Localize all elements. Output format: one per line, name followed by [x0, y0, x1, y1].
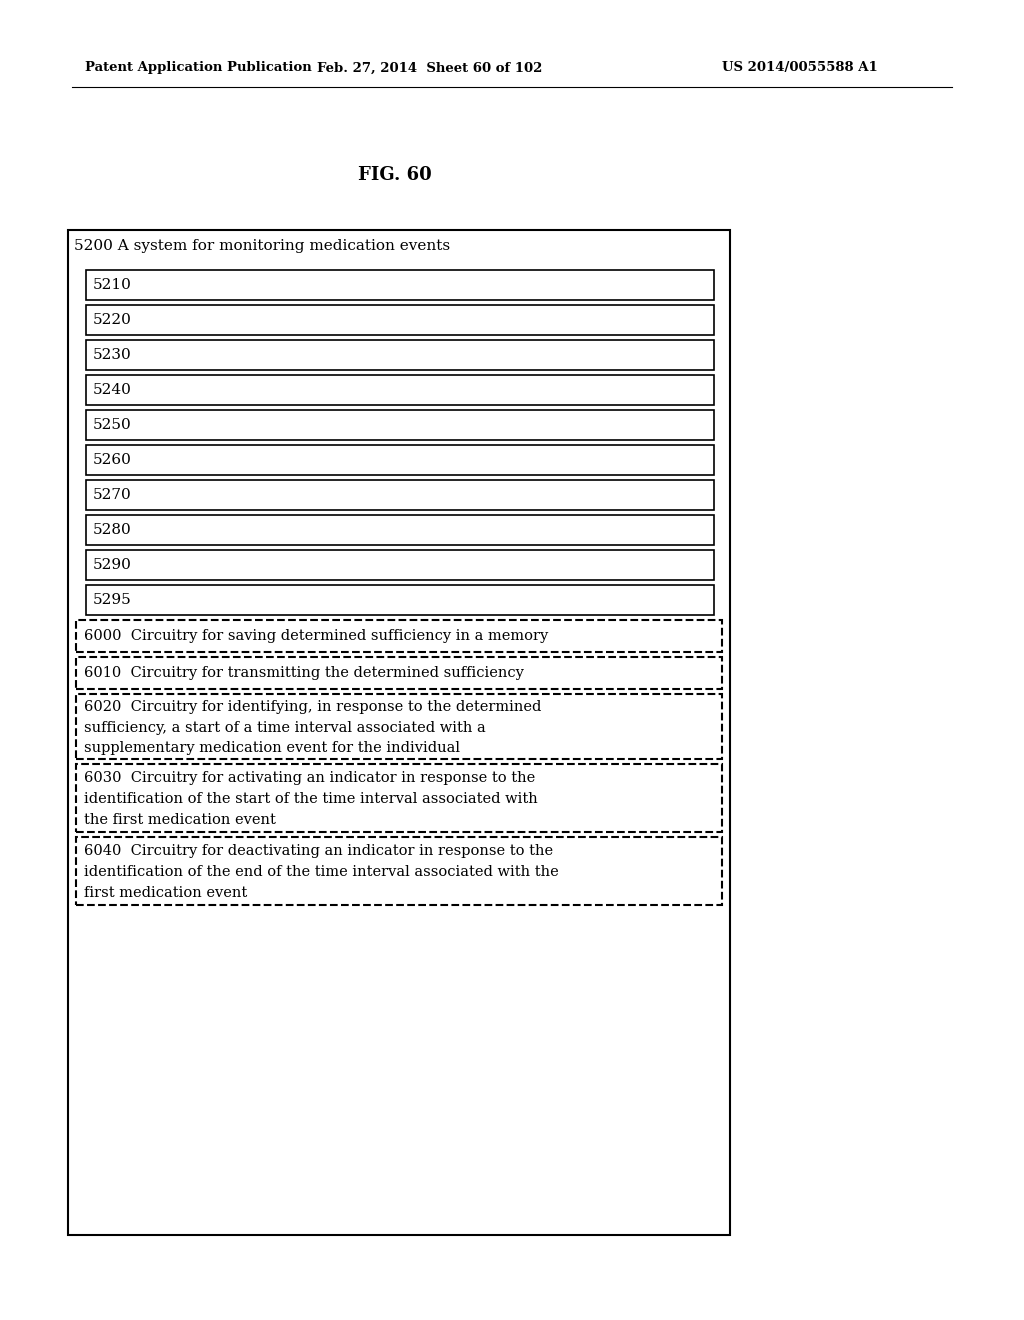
Text: 5260: 5260 [93, 453, 132, 467]
Bar [86, 515, 714, 545]
Text: FIG. 60: FIG. 60 [358, 166, 432, 183]
Bar [68, 230, 730, 1236]
Text: identification of the end of the time interval associated with the: identification of the end of the time in… [84, 865, 559, 879]
Bar [76, 694, 722, 759]
Bar [86, 375, 714, 405]
Text: 6010  Circuitry for transmitting the determined sufficiency: 6010 Circuitry for transmitting the dete… [84, 667, 524, 680]
Text: 5250: 5250 [93, 418, 132, 432]
Text: 6020  Circuitry for identifying, in response to the determined: 6020 Circuitry for identifying, in respo… [84, 700, 542, 714]
Bar [86, 411, 714, 440]
Text: 5240: 5240 [93, 383, 132, 397]
Text: 5290: 5290 [93, 558, 132, 572]
Text: 6000  Circuitry for saving determined sufficiency in a memory: 6000 Circuitry for saving determined suf… [84, 630, 548, 643]
Text: identification of the start of the time interval associated with: identification of the start of the time … [84, 792, 538, 807]
Bar [86, 550, 714, 579]
Text: 6030  Circuitry for activating an indicator in response to the: 6030 Circuitry for activating an indicat… [84, 771, 536, 785]
Text: sufficiency, a start of a time interval associated with a: sufficiency, a start of a time interval … [84, 721, 485, 734]
Text: 5280: 5280 [93, 523, 132, 537]
Text: 5230: 5230 [93, 348, 132, 362]
Text: 6040  Circuitry for deactivating an indicator in response to the: 6040 Circuitry for deactivating an indic… [84, 843, 553, 858]
Text: the first medication event: the first medication event [84, 813, 275, 828]
Text: Feb. 27, 2014  Sheet 60 of 102: Feb. 27, 2014 Sheet 60 of 102 [317, 62, 543, 74]
Text: 5295: 5295 [93, 593, 132, 607]
Bar [76, 657, 722, 689]
Text: US 2014/0055588 A1: US 2014/0055588 A1 [722, 62, 878, 74]
Bar [86, 305, 714, 335]
Bar [76, 620, 722, 652]
Text: 5270: 5270 [93, 488, 132, 502]
Text: supplementary medication event for the individual: supplementary medication event for the i… [84, 741, 460, 755]
Bar [86, 341, 714, 370]
Bar [86, 445, 714, 475]
Text: 5200 A system for monitoring medication events: 5200 A system for monitoring medication … [74, 239, 451, 253]
Text: 5210: 5210 [93, 279, 132, 292]
Bar [76, 837, 722, 906]
Text: 5220: 5220 [93, 313, 132, 327]
Bar [86, 271, 714, 300]
Bar [76, 764, 722, 832]
Text: first medication event: first medication event [84, 886, 247, 900]
Bar [86, 585, 714, 615]
Bar [86, 480, 714, 510]
Text: Patent Application Publication: Patent Application Publication [85, 62, 311, 74]
